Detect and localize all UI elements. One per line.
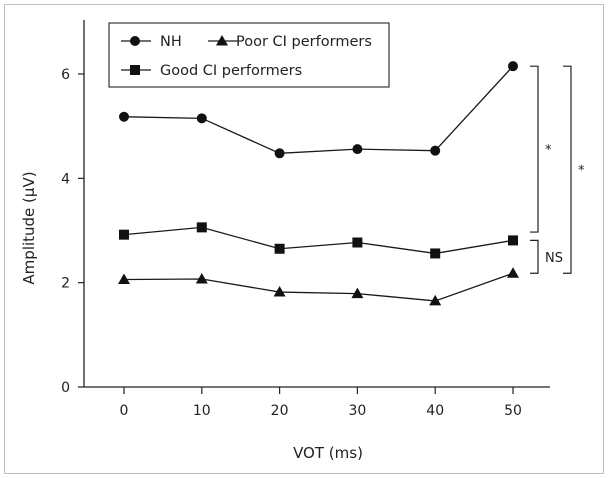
data-point-nh [508, 61, 518, 72]
data-point-nh [430, 145, 441, 156]
legend-label-good-ci-performers: Good CI performers [160, 63, 302, 79]
significance-brackets: * NS * [530, 65, 585, 274]
data-point-nh [274, 148, 285, 159]
data-point-nh [352, 144, 363, 155]
data-point-good-ci-performers [430, 248, 441, 259]
data-point-poor-ci-performers [118, 273, 130, 285]
legend-marker-poor-ci-performers [216, 35, 228, 46]
data-point-good-ci-performers [196, 222, 207, 233]
data-point-nh [119, 111, 129, 122]
series-line-nh [123, 65, 514, 154]
legend: NH Poor CI performers Good CI performers [108, 22, 390, 88]
significance-bracket [530, 239, 539, 274]
x-tick-label: 10 [193, 403, 211, 419]
significance-label: * [545, 143, 552, 158]
significance-bracket [530, 65, 539, 233]
data-point-poor-ci-performers [507, 267, 519, 278]
data-point-poor-ci-performers [351, 287, 364, 299]
legend-label-poor-ci-performers: Poor CI performers [236, 34, 372, 50]
data-point-good-ci-performers [119, 229, 129, 240]
data-point-poor-ci-performers [429, 294, 442, 306]
significance-label: NS [545, 251, 563, 266]
y-tick-label: 6 [61, 67, 70, 83]
legend-marker-nh [130, 36, 140, 46]
data-point-poor-ci-performers [195, 273, 208, 284]
data-point-good-ci-performers [274, 243, 285, 254]
data-point-good-ci-performers [508, 235, 518, 246]
y-axis-label: Amplitude (µV) [20, 171, 38, 284]
chart-frame [4, 4, 604, 474]
data-point-poor-ci-performers [273, 286, 286, 297]
y-tick-label: 0 [61, 380, 70, 396]
series-line-poor-ci-performers [123, 272, 514, 302]
significance-label: * [578, 164, 585, 179]
x-tick-label: 50 [504, 403, 522, 419]
x-tick-label: 30 [348, 403, 366, 419]
y-tick-label: 2 [61, 276, 70, 292]
significance-bracket [563, 65, 572, 274]
y-tick-label: 4 [61, 171, 70, 187]
legend-box [108, 22, 390, 88]
data-point-good-ci-performers [352, 237, 363, 248]
y-ticks: 0 2 4 6 [61, 67, 84, 396]
x-tick-label: 20 [271, 403, 289, 419]
x-ticks: 0 10 20 30 40 50 [120, 387, 522, 419]
data-point-nh [196, 113, 207, 124]
x-tick-label: 0 [120, 403, 129, 419]
legend-label-nh: NH [160, 34, 182, 50]
x-tick-label: 40 [426, 403, 444, 419]
series-layer [118, 61, 519, 306]
legend-marker-good-ci-performers [130, 65, 140, 75]
x-axis-label: VOT (ms) [293, 444, 363, 462]
series-line-good-ci-performers [123, 226, 514, 255]
